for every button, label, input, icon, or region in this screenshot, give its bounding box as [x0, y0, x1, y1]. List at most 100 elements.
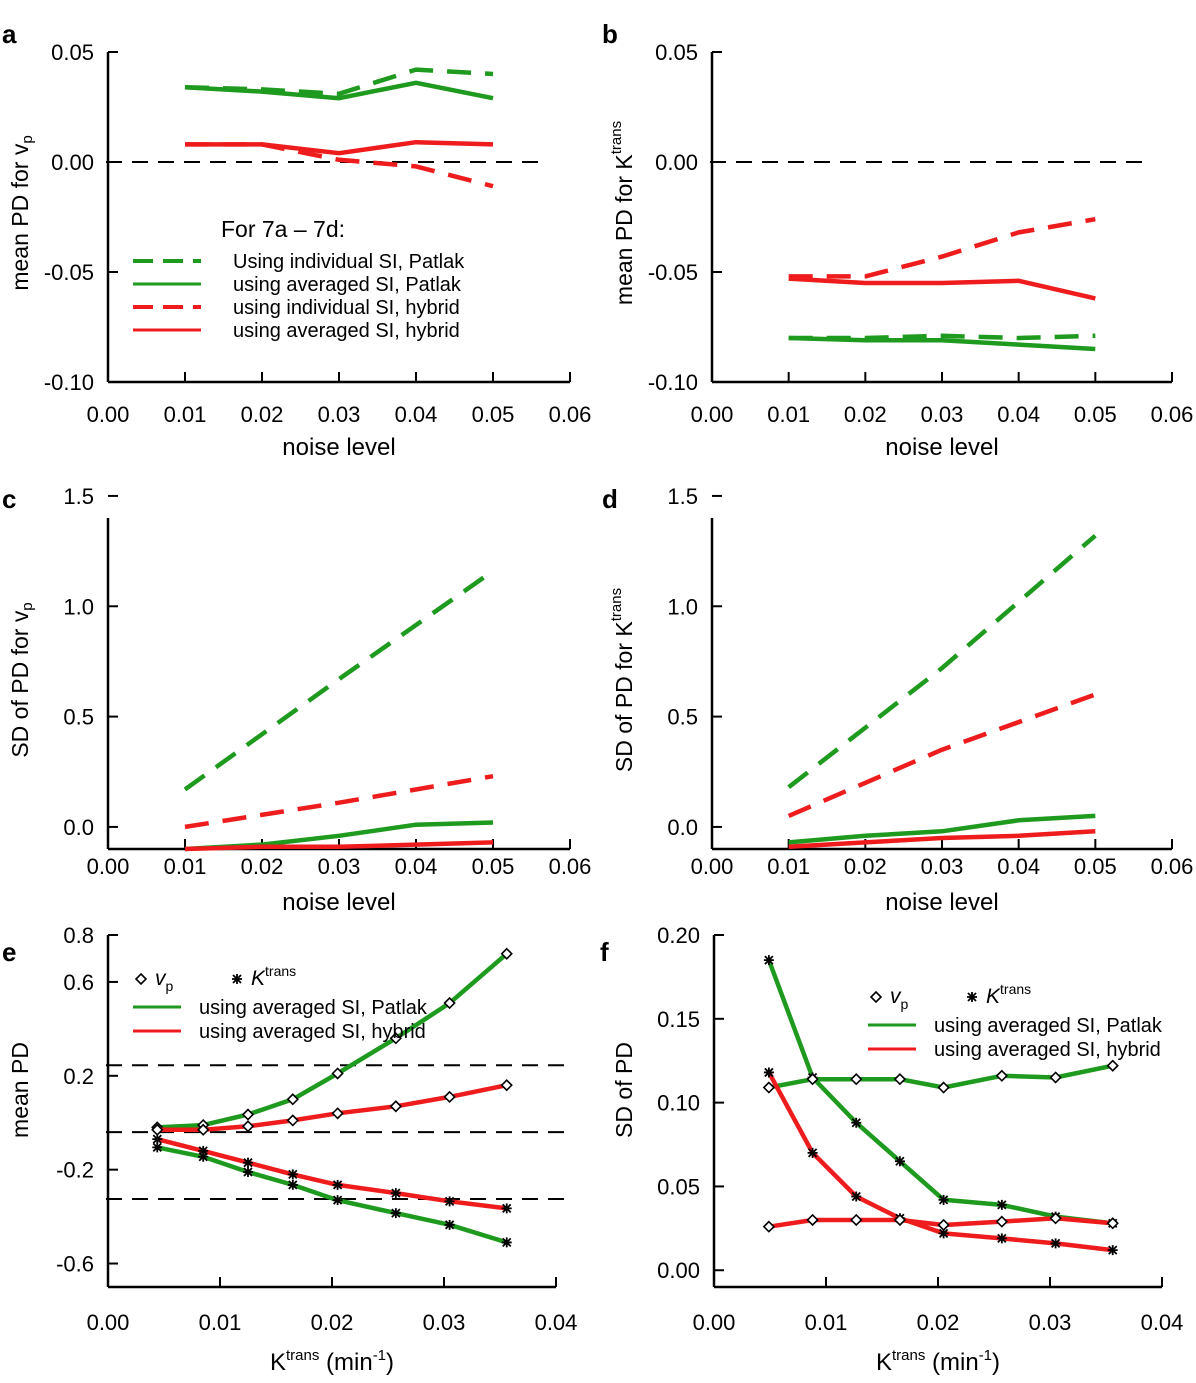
legend-marker-label-sub: p [901, 996, 909, 1012]
data-point-asterisk [390, 1188, 401, 1199]
y-axis-label-sub: p [19, 602, 36, 610]
series-line [788, 276, 1096, 301]
y-tick-label: 0.15 [657, 1007, 700, 1032]
y-tick-label: -0.05 [44, 260, 94, 285]
x-tick-label: 0.02 [311, 1310, 354, 1335]
x-axis-label: noise level [282, 889, 395, 916]
data-point-asterisk [287, 1169, 298, 1180]
x-axis-label-tail: (min [925, 1349, 978, 1376]
panel-b: b 0.00 0.01 0.02 0.03 0.04 0.05 0.06 -0.10 -0.05 0… [602, 19, 1193, 461]
data-point-diamond [937, 1081, 950, 1094]
y-tick-label: -0.05 [648, 260, 698, 285]
y-axis-label: mean PD for Ktrans [608, 121, 637, 305]
legend-marker-label-main: K [986, 985, 1001, 1008]
x-axis-label-sup: trans [286, 1347, 319, 1364]
data-point-asterisk [243, 1167, 253, 1178]
legend-title: For 7a – 7d: [221, 216, 345, 242]
x-tick-label: 0.00 [87, 1310, 130, 1335]
data-point-diamond [995, 1215, 1008, 1228]
x-tick-label: 0.00 [693, 1310, 736, 1335]
y-tick-label: 1.0 [667, 594, 698, 619]
data-point-diamond [1106, 1217, 1119, 1230]
x-tick-label: 0.02 [241, 854, 284, 879]
data-point-diamond [995, 1069, 1008, 1082]
panel-label: d [602, 484, 618, 514]
data-point-diamond [762, 1220, 776, 1233]
data-point-asterisk [894, 1156, 905, 1167]
data-point-diamond [762, 1081, 776, 1094]
series-line [156, 1145, 508, 1245]
x-axis-label-main: K [270, 1349, 286, 1376]
x-axis-label-sup: trans [892, 1347, 925, 1364]
x-tick-label: 0.01 [199, 1310, 242, 1335]
y-tick-label: 0.00 [655, 150, 698, 175]
data-point-asterisk [287, 1179, 298, 1190]
data-point-diamond [331, 1067, 344, 1080]
x-axis-label-main: noise level [282, 889, 395, 916]
x-axis-label-main: noise level [885, 889, 998, 916]
panel-f: f 0.00 0.01 0.02 0.03 0.04 0.00 0.05 0.10 0.15 0.2… [600, 923, 1183, 1376]
y-tick-label: 0.6 [63, 970, 94, 995]
y-tick-label: 0.8 [63, 923, 94, 948]
legend-marker-diamond [869, 990, 883, 1004]
legend-label: using averaged SI, hybrid [934, 1039, 1161, 1061]
x-tick-label: 0.01 [164, 402, 207, 427]
y-axis-label-sub: p [19, 135, 36, 143]
y-tick-label: -0.10 [648, 370, 698, 395]
data-point-diamond [1049, 1071, 1062, 1084]
x-tick-label: 0.06 [1151, 854, 1194, 879]
data-point-asterisk [807, 1147, 818, 1158]
y-tick-label: -0.10 [44, 370, 94, 395]
x-axis-label-main: K [876, 1349, 892, 1376]
legend-marker-label-sub: p [166, 978, 174, 994]
data-point-diamond [806, 1073, 819, 1086]
legend-marker-diamond [134, 972, 148, 986]
series-line [185, 139, 494, 156]
y-tick-label: 1.0 [63, 594, 94, 619]
y-axis-label: SD of PD for vp [7, 602, 36, 757]
x-axis-label-end: ) [386, 1349, 394, 1376]
y-tick-label: 0.00 [51, 150, 94, 175]
x-axis-label-exp: -1 [373, 1347, 386, 1364]
x-tick-label: 0.03 [318, 402, 361, 427]
series-line [766, 959, 1113, 1226]
x-tick-label: 0.04 [395, 854, 438, 879]
legend-label: using averaged SI, Patlak [934, 1015, 1163, 1037]
y-tick-label: 0.0 [667, 815, 698, 840]
x-tick-label: 0.02 [844, 854, 887, 879]
data-point-asterisk [1050, 1238, 1061, 1249]
data-point-asterisk [938, 1194, 949, 1205]
legend-label: using averaged SI, Patlak [199, 997, 428, 1019]
series-line [184, 773, 494, 830]
x-tick-label: 0.01 [767, 854, 810, 879]
data-point-diamond [893, 1213, 907, 1227]
data-point-diamond [500, 1079, 513, 1092]
x-tick-label: 0.05 [1074, 402, 1117, 427]
series-line [787, 533, 1097, 789]
data-point-asterisk [152, 1134, 163, 1145]
y-tick-label: -0.2 [56, 1158, 94, 1183]
y-axis-label-main: SD of PD for K [611, 621, 637, 772]
y-tick-label: 0.20 [657, 923, 700, 948]
data-point-diamond [286, 1093, 299, 1106]
data-point-asterisk [501, 1203, 512, 1214]
data-point-asterisk [501, 1237, 512, 1248]
legend-label: using averaged SI, hybrid [233, 320, 460, 342]
legend-label: using averaged SI, Patlak [233, 274, 462, 296]
y-tick-label: 0.10 [657, 1091, 700, 1116]
y-tick-label: 0.05 [655, 40, 698, 65]
x-axis-label: Ktrans (min-1) [876, 1347, 1000, 1376]
legend-marker-label: Ktrans [251, 963, 296, 990]
data-point-asterisk [851, 1191, 862, 1202]
y-axis-label-main: mean PD [7, 1042, 33, 1138]
y-axis-label-main: SD of PD [611, 1042, 637, 1138]
x-tick-label: 0.03 [921, 854, 964, 879]
y-axis-label-sup: trans [608, 121, 625, 154]
y-tick-label: -0.6 [56, 1252, 94, 1277]
y-tick-label: 0.00 [657, 1258, 700, 1283]
y-axis-label-main: mean PD for K [611, 154, 637, 305]
y-tick-label: 1.5 [667, 484, 698, 509]
x-tick-label: 0.00 [87, 402, 130, 427]
data-point-asterisk [444, 1196, 455, 1207]
data-point-diamond [500, 947, 513, 960]
